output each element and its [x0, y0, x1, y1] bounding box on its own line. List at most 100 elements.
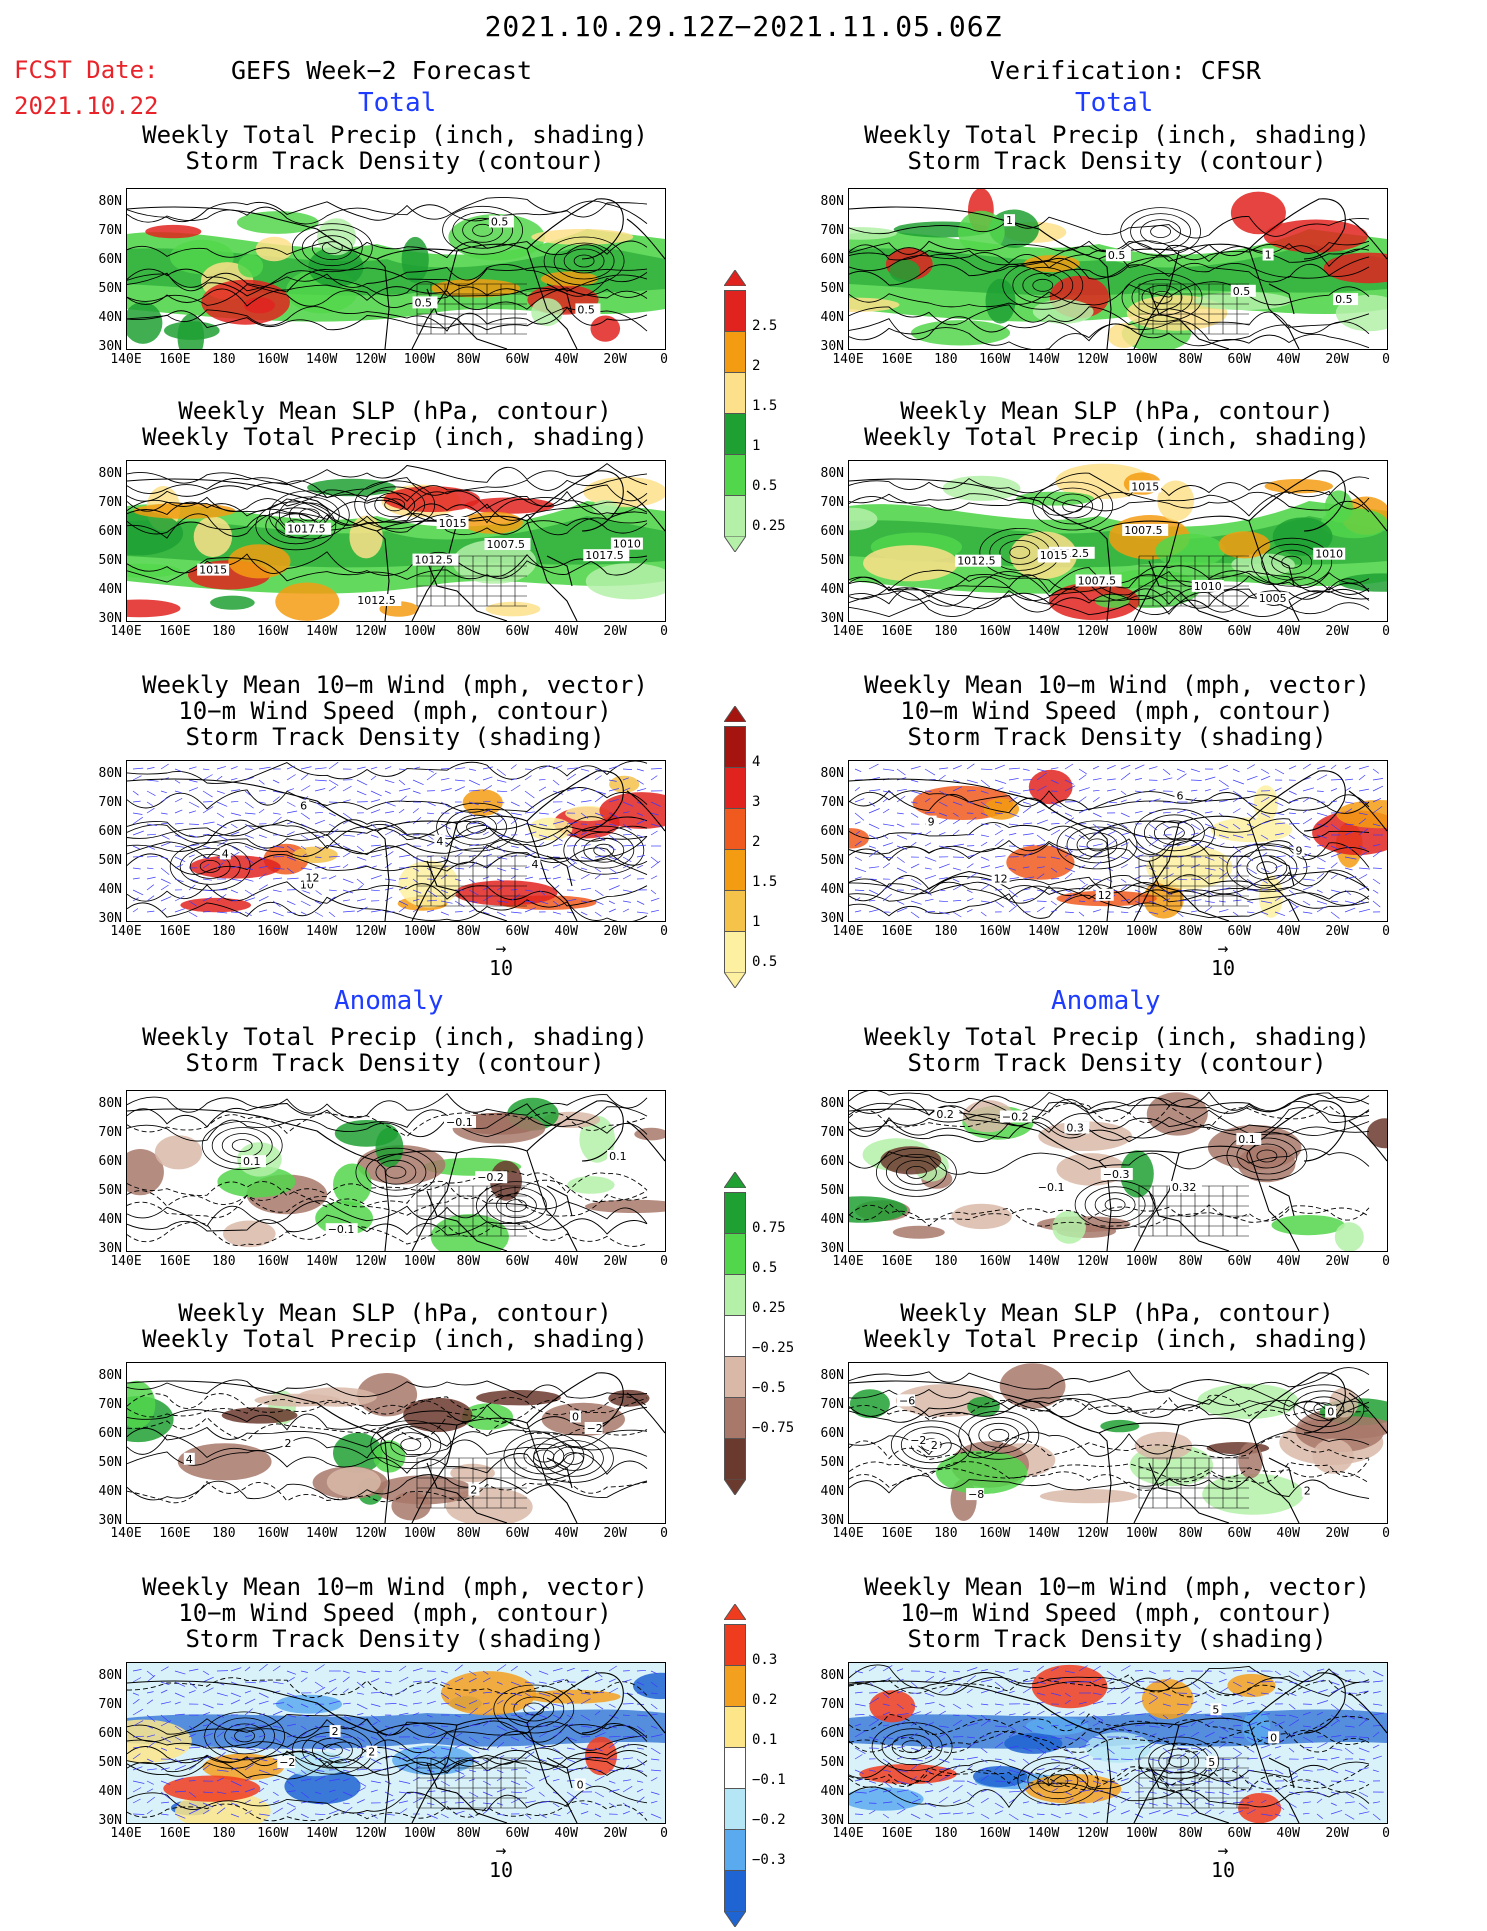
fcst-total-precip-title-line: Weekly Total Precip (inch, shading): [75, 122, 715, 148]
verif-total-wind-lat-label: 80N: [808, 766, 844, 781]
verif-total-slp-title-line: Weekly Total Precip (inch, shading): [797, 424, 1437, 450]
verif-total-slp-contour-label: 1010: [1315, 548, 1343, 561]
precip-total-colorbar-label: 2: [752, 358, 760, 374]
fcst-total-precip-lat-label: 50N: [86, 281, 122, 296]
verif-total-wind-lon-label: 0: [1356, 924, 1416, 939]
verif-anom-wind-contour-label: 5: [1208, 1756, 1215, 1769]
verif-total-slp-lat-label: 60N: [808, 524, 844, 539]
storm-anom-colorbar-segment: [724, 1624, 746, 1665]
storm-total-colorbar-segment: [724, 767, 746, 808]
verif-total-slp-contour-label: 1007.5: [1124, 524, 1163, 537]
fcst-anom-precip-lat-label: 80N: [86, 1096, 122, 1111]
verif-anom-wind-lat-label: 50N: [808, 1755, 844, 1770]
verif-anom-wind-lon-label: 0: [1356, 1826, 1416, 1841]
precip-total-colorbar-segment: [724, 290, 746, 331]
verif-total-precip-lat-label: 40N: [808, 310, 844, 325]
fcst-anom-slp-lat-label: 50N: [86, 1455, 122, 1470]
fcst-anom-precip-lat-label: 70N: [86, 1125, 122, 1140]
verif-anom-precip-lat-label: 50N: [808, 1183, 844, 1198]
storm-total-colorbar-segment: [724, 726, 746, 767]
verif-anom-wind-vector-ref-value: 10: [1198, 1858, 1248, 1882]
fcst-anom-wind-lon-label: 0: [634, 1826, 694, 1841]
precip-total-colorbar: [724, 270, 748, 556]
verif-total-precip-contour-label: 0.5: [1233, 285, 1251, 298]
fcst-anom-wind-lat-label: 40N: [86, 1784, 122, 1799]
fcst-total-precip-contour-label: 0.5: [577, 303, 595, 316]
verif-total-slp-title-line: Weekly Mean SLP (hPa, contour): [797, 398, 1437, 424]
verif-anom-precip-title-line: Storm Track Density (contour): [797, 1050, 1437, 1076]
fcst-anom-wind-contour-label: −2: [279, 1756, 295, 1769]
precip-anom-colorbar-label: 0.25: [752, 1300, 786, 1316]
verif-total-precip-contour-label: 0.5: [1108, 249, 1126, 262]
verif-anom-precip-lat-label: 80N: [808, 1096, 844, 1111]
storm-total-colorbar-label: 1.5: [752, 874, 777, 890]
verif-total-slp-contour-label: 1015: [1040, 549, 1068, 562]
verif-anom-precip-lat-label: 40N: [808, 1212, 844, 1227]
fcst-anom-wind-lat-label: 70N: [86, 1697, 122, 1712]
storm-anom-colorbar-segment: [724, 1788, 746, 1829]
verif-anom-slp-lat-label: 40N: [808, 1484, 844, 1499]
fcst-anom-slp-lat-label: 40N: [86, 1484, 122, 1499]
fcst-total-wind-contour-label: 4: [532, 858, 539, 871]
fcst-total-slp-contour-label: 1017.5: [585, 549, 624, 562]
verif-anom-slp-lat-label: 60N: [808, 1426, 844, 1441]
verif-anom-slp-lat-label: 70N: [808, 1397, 844, 1412]
storm-total-colorbar-label: 3: [752, 794, 760, 810]
fcst-anom-slp-lat-label: 60N: [86, 1426, 122, 1441]
fcst-anom-slp-title-line: Weekly Mean SLP (hPa, contour): [75, 1300, 715, 1326]
storm-anom-colorbar-label: 0.2: [752, 1692, 777, 1708]
storm-total-colorbar: [724, 706, 748, 992]
precip-total-colorbar-label: 0.5: [752, 478, 777, 494]
fcst-total-wind-lat-label: 60N: [86, 824, 122, 839]
fcst-total-wind-contour-label: 12: [306, 872, 320, 885]
fcst-total-wind-title-line: Weekly Mean 10−m Wind (mph, vector): [75, 672, 715, 698]
storm-anom-colorbar-segment: [724, 1706, 746, 1747]
verif-anom-precip-lat-label: 70N: [808, 1125, 844, 1140]
right-total-label: Total: [1075, 88, 1153, 118]
verif-total-precip-lat-label: 80N: [808, 194, 844, 209]
precip-anom-colorbar-segment: [724, 1315, 746, 1356]
fcst-anom-precip-title-line: Weekly Total Precip (inch, shading): [75, 1024, 715, 1050]
verif-anom-wind-lat-label: 80N: [808, 1668, 844, 1683]
arrow-right-icon: →: [476, 942, 526, 956]
fcst-anom-wind-contour-label: 2: [332, 1725, 339, 1738]
verif-anom-slp-contour-label: 2: [931, 1439, 938, 1452]
fcst-total-precip-lat-label: 80N: [86, 194, 122, 209]
storm-total-colorbar-segment: [724, 849, 746, 890]
fcst-anom-slp-contour-label: 4: [186, 1453, 193, 1466]
storm-anom-colorbar: [724, 1604, 748, 1931]
precip-anom-colorbar-segment: [724, 1397, 746, 1438]
precip-total-colorbar-segment: [724, 413, 746, 454]
verif-anom-wind-lat-label: 70N: [808, 1697, 844, 1712]
verif-total-slp-contour-label: 1012.5: [957, 555, 996, 568]
verif-total-wind-vector-ref: →10: [1198, 942, 1248, 980]
precip-total-colorbar-segment: [724, 495, 746, 536]
precip-total-colorbar-label: 1: [752, 438, 760, 454]
fcst-anom-precip-lat-label: 60N: [86, 1154, 122, 1169]
verif-total-slp-contour-label: 1010: [1194, 580, 1222, 593]
precip-anom-colorbar-segment: [724, 1274, 746, 1315]
verif-anom-precip-contour-label: −0.3: [1103, 1168, 1130, 1181]
fcst-total-slp-title-line: Weekly Total Precip (inch, shading): [75, 424, 715, 450]
fcst-total-slp-contour-label: 1015: [199, 564, 227, 577]
fcst-total-slp-contour-label: 1007.5: [487, 538, 526, 551]
precip-total-colorbar-label: 0.25: [752, 518, 786, 534]
storm-anom-colorbar-segment: [724, 1870, 746, 1911]
fcst-anom-wind-lat-label: 50N: [86, 1755, 122, 1770]
precip-anom-colorbar-label: 0.5: [752, 1260, 777, 1276]
precip-anom-colorbar-segment: [724, 1438, 746, 1479]
fcst-anom-precip-lon-label: 0: [634, 1254, 694, 1269]
verif-total-wind-vector-ref-value: 10: [1198, 956, 1248, 980]
verif-total-wind-contour-label: 12: [1098, 889, 1112, 902]
fcst-total-slp-lat-label: 80N: [86, 466, 122, 481]
fcst-total-wind-lon-label: 0: [634, 924, 694, 939]
verif-anom-wind-contour-label: 0: [1270, 1731, 1277, 1744]
arrow-right-icon: →: [1198, 942, 1248, 956]
verif-total-slp-lat-label: 50N: [808, 553, 844, 568]
verif-anom-precip-lat-label: 60N: [808, 1154, 844, 1169]
fcst-anom-precip-contour-label: −0.2: [477, 1171, 504, 1184]
